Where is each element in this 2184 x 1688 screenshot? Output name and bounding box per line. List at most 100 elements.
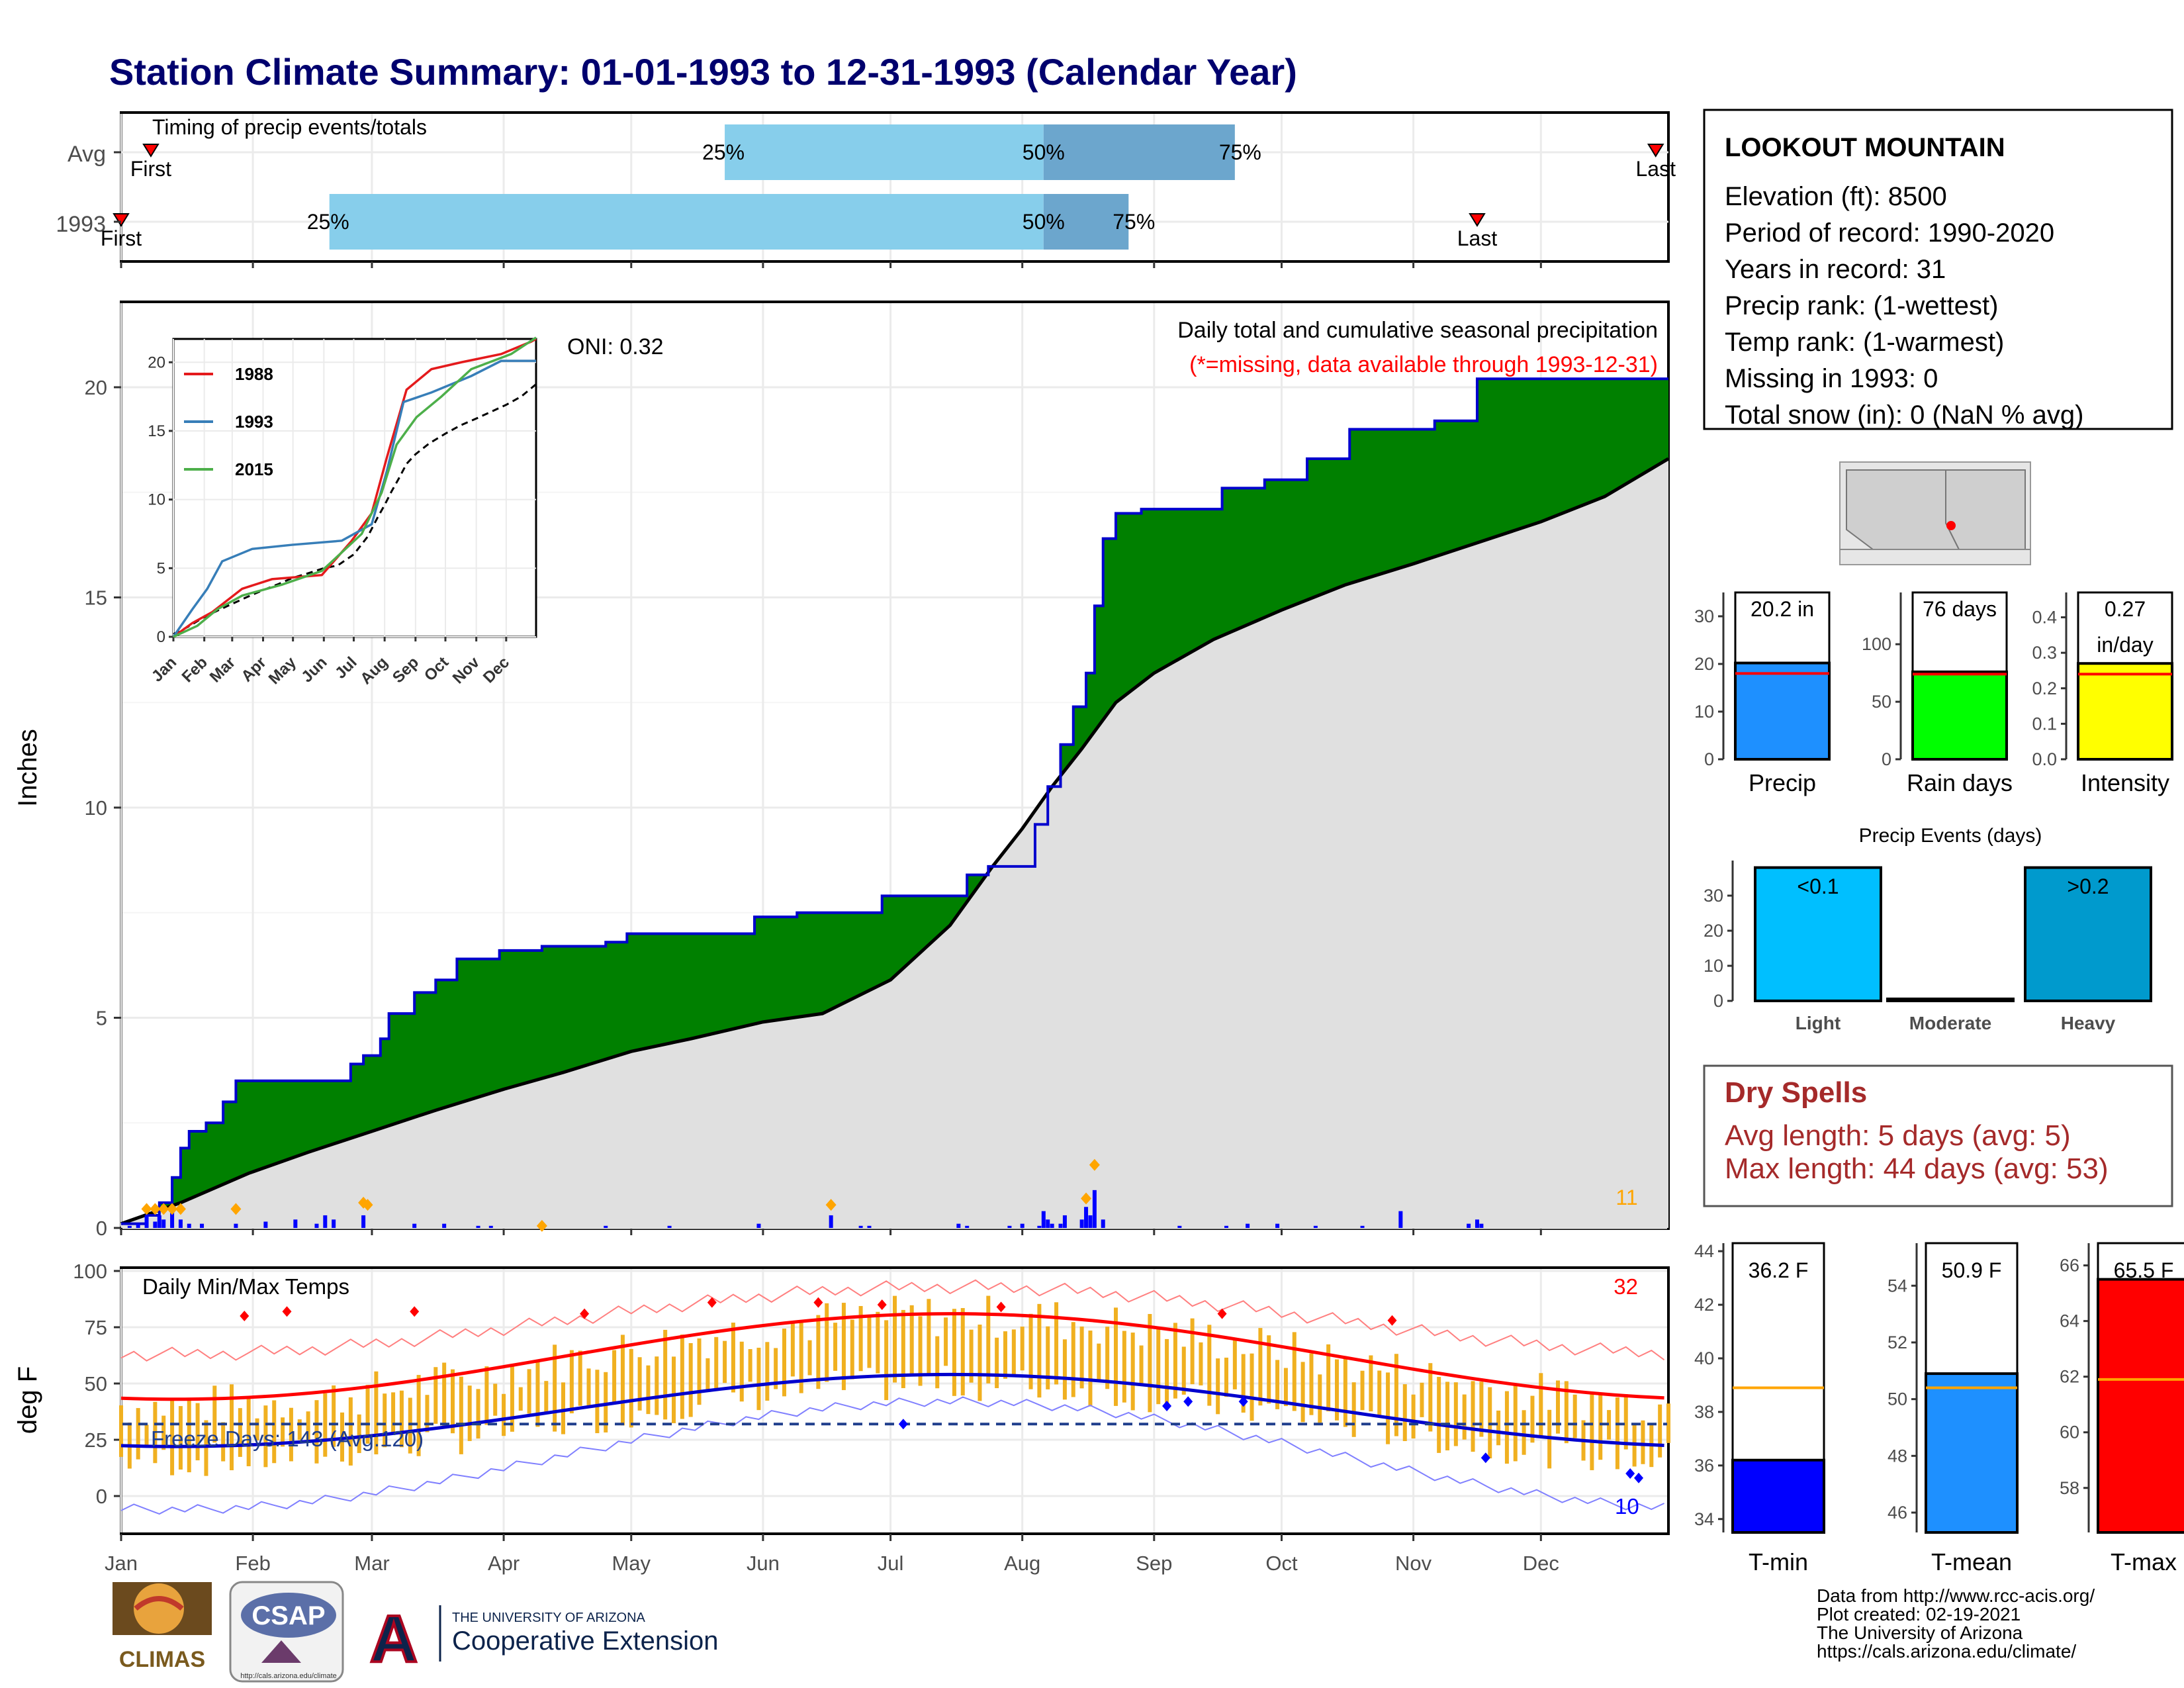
extreme-precip-marker — [167, 1203, 178, 1215]
credit-line-4: https://cals.arizona.edu/climate/ — [1817, 1641, 2076, 1662]
daily-temp-range-bar — [1428, 1363, 1433, 1432]
station-location-marker — [1946, 521, 1956, 530]
inset-series-2015 — [173, 336, 537, 638]
daily-temp-range-bar — [365, 1385, 370, 1444]
daily-temp-range-bar — [281, 1417, 285, 1447]
record-high-marker — [813, 1297, 823, 1308]
daily-temp-range-bar — [263, 1405, 268, 1468]
daily-temp-range-bar — [1462, 1394, 1467, 1440]
daily-temp-range-bar — [408, 1397, 412, 1454]
daily-temp-range-bar — [1148, 1313, 1152, 1413]
temp-ytick-label: 100 — [73, 1260, 107, 1283]
temp-ytick-label: 75 — [85, 1316, 107, 1339]
daily-precip-bar — [867, 1225, 872, 1228]
temp-tick-label: 42 — [1694, 1295, 1714, 1315]
precip-ytick-label: 20 — [85, 376, 107, 399]
daily-temp-range-bar — [272, 1400, 277, 1464]
daily-temp-range-bar — [867, 1316, 872, 1368]
precip-ytick-label: 5 — [96, 1007, 107, 1030]
temp-tick-label: 52 — [1888, 1333, 1907, 1352]
daily-temp-range-bar — [935, 1336, 940, 1389]
timing-q50-q75-bar — [1043, 194, 1129, 250]
temp-tick-label: 54 — [1888, 1276, 1907, 1295]
extreme-precip-marker — [141, 1203, 152, 1215]
timing-q75-label: 75% — [1219, 140, 1261, 164]
annual-summary-bars: 0 10 20 30 20.2 in Precip 0 50 100 76 days Rain da… — [1694, 591, 2173, 796]
daily-temp-range-bar — [969, 1329, 974, 1383]
daily-temp-range-bar — [1607, 1410, 1612, 1440]
daily-temp-range-bar — [739, 1341, 744, 1402]
summary-value-text: 76 days — [1923, 597, 1997, 621]
daily-precip-bar — [127, 1225, 132, 1228]
events-tick-label: 0 — [1713, 991, 1723, 1011]
events-category-Heavy: Heavy — [2061, 1013, 2116, 1033]
precip-events-title: Precip Events (days) — [1859, 825, 2042, 847]
daily-precip-bar — [1020, 1223, 1024, 1228]
station-info-box: LOOKOUT MOUNTAIN Elevation (ft): 8500 Per… — [1703, 109, 2173, 430]
daily-precip-bar — [136, 1223, 140, 1228]
temp-tick-label: 46 — [1888, 1503, 1907, 1523]
daily-temp-range-bar — [578, 1350, 582, 1406]
daily-temp-range-bar — [187, 1398, 191, 1473]
station-info-line: Period of record: 1990-2020 — [1725, 218, 2054, 248]
daily-precip-bar — [476, 1225, 480, 1228]
daily-temp-range-bar — [374, 1371, 379, 1455]
temp-ytick-label: 50 — [85, 1372, 107, 1395]
daily-temp-range-bar — [782, 1329, 786, 1397]
daily-temp-range-bar — [1539, 1373, 1543, 1436]
hot-days-count: 32 — [1614, 1274, 1638, 1299]
daily-temp-range-bar — [161, 1415, 166, 1450]
daily-temp-range-bar — [765, 1342, 770, 1401]
daily-temp-range-bar — [986, 1295, 991, 1383]
daily-temp-range-bar — [569, 1350, 574, 1414]
daily-temp-range-bar — [399, 1390, 404, 1448]
extreme-precip-marker — [230, 1203, 242, 1215]
year-cumulative-line — [121, 377, 1668, 1225]
daily-temp-range-bar — [612, 1350, 617, 1402]
daily-precip-bar — [1275, 1223, 1280, 1228]
temp-value-text: 65.5 F — [2114, 1258, 2174, 1282]
credit-line-3: The University of Arizona — [1817, 1622, 2023, 1643]
daily-temp-range-bar — [1437, 1377, 1441, 1453]
daily-temp-range-bar — [1088, 1331, 1093, 1407]
daily-temp-range-bar — [790, 1323, 795, 1377]
inset-legend-label: 2015 — [235, 459, 273, 479]
summary-tick-label: 0.0 — [2032, 749, 2057, 769]
daily-temp-range-bar — [1199, 1342, 1203, 1385]
daily-temp-range-bar — [1513, 1385, 1518, 1462]
daily-temp-range-bar — [1130, 1333, 1135, 1411]
daily-precip-bar — [1088, 1215, 1093, 1228]
record-high-marker — [410, 1306, 420, 1317]
summary-value-text: 0.27 — [2105, 597, 2146, 621]
summary-tick-label: 50 — [1872, 692, 1891, 712]
daily-temp-range-bar — [425, 1395, 430, 1432]
daily-precip-bar — [314, 1223, 319, 1228]
temp-label-T-mean: T-mean — [1931, 1548, 2012, 1575]
timing-q25-q50-bar — [329, 194, 1044, 250]
data-credits: Data from http://www.rcc-acis.org/ Plot … — [1817, 1585, 2095, 1662]
daily-temp-range-bar — [1590, 1394, 1594, 1470]
temp-bar-T-min — [1731, 1458, 1825, 1534]
daily-temp-range-bar — [1114, 1307, 1118, 1406]
daily-temp-range-bar — [697, 1338, 702, 1405]
daily-temp-range-bar — [807, 1340, 812, 1376]
daily-temp-range-bar — [561, 1382, 565, 1434]
temp-tick-label: 62 — [2060, 1367, 2079, 1387]
month-label: Dec — [1523, 1552, 1559, 1575]
dry-spells-avg: Avg length: 5 days (avg: 5) — [1725, 1119, 2071, 1152]
record-low-marker — [1162, 1401, 1172, 1411]
daily-temp-range-bar — [705, 1358, 710, 1391]
temp-tick-label: 34 — [1694, 1509, 1714, 1529]
daily-temp-range-bar — [1181, 1346, 1186, 1395]
daily-temp-range-bar — [476, 1389, 480, 1439]
extreme-precip-marker — [362, 1199, 373, 1211]
temp-tick-label: 50 — [1888, 1389, 1907, 1409]
record-high-marker — [580, 1308, 590, 1319]
daily-temp-range-bar — [170, 1399, 175, 1476]
events-tick-label: 10 — [1704, 956, 1723, 976]
daily-temp-range-bar — [493, 1383, 498, 1416]
daily-temp-range-bar — [1369, 1355, 1373, 1412]
daily-temp-range-bar — [1003, 1331, 1007, 1379]
summary-tick-label: 0.4 — [2032, 608, 2057, 628]
